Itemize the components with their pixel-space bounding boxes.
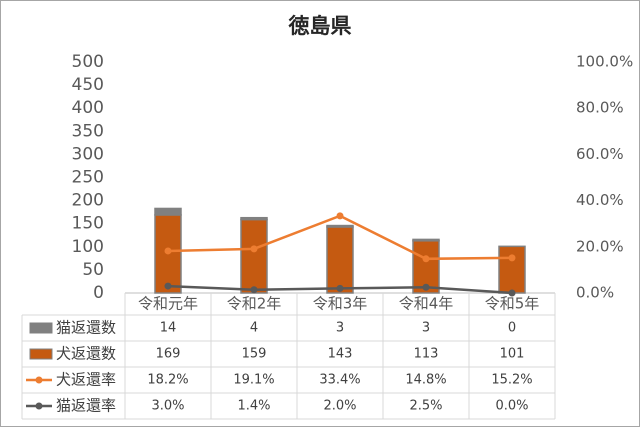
x-tick-label: 令和4年 [399,295,454,313]
table-value: 1.4% [237,399,270,414]
table-value: 3.0% [151,399,184,414]
y-tick-label: 450 [72,75,104,95]
y-tick-label: 0 [93,283,104,303]
legend-label: 犬返還率 [56,371,116,389]
x-tick-label: 令和3年 [313,295,368,313]
table-value: 19.1% [233,373,274,388]
y-tick-label: 200 [72,191,104,211]
y2-tick-label: 60.0% [576,145,624,163]
y-tick-label: 100 [72,237,104,257]
x-tick-label: 令和2年 [227,295,282,313]
bar [240,216,268,221]
line-point [336,284,344,292]
line-point [508,289,516,297]
table-value: 2.5% [409,399,442,414]
table-value: 101 [500,347,525,362]
bar [498,245,526,294]
line-point [250,286,258,294]
table-value: 169 [156,347,181,362]
line-point [336,212,344,220]
line-point [164,282,172,290]
y-tick-label: 50 [82,260,104,280]
bar [412,238,440,242]
bar [326,224,354,228]
y-tick-label: 400 [72,98,104,118]
legend-label: 犬返還数 [56,345,116,363]
legend-label: 猫返還率 [56,397,116,415]
table-value: 3 [422,321,430,336]
legend-key [29,322,53,334]
y2-tick-label: 100.0% [576,53,633,71]
table-value: 14.8% [405,373,446,388]
table-value: 0.0% [495,399,528,414]
x-tick-label: 令和元年 [138,295,198,313]
legend-key [35,402,43,410]
table-value: 2.0% [323,399,356,414]
y2-tick-label: 80.0% [576,99,624,117]
line-point [422,255,430,263]
bar [154,207,182,216]
y-tick-label: 150 [72,214,104,234]
y-tick-label: 300 [72,144,104,164]
table-value: 15.2% [491,373,532,388]
y2-tick-label: 40.0% [576,191,624,209]
table-value: 143 [328,347,353,362]
line-point [250,245,258,253]
y-tick-label: 350 [72,121,104,141]
table-value: 33.4% [319,373,360,388]
table-value: 4 [250,321,258,336]
y-tick-label: 250 [72,168,104,188]
table-value: 159 [242,347,267,362]
table-value: 14 [160,321,177,336]
y2-tick-label: 20.0% [576,237,624,255]
bar [240,218,268,294]
line-point [508,254,516,262]
table-value: 0 [508,321,516,336]
x-tick-label: 令和5年 [485,295,540,313]
table-value: 113 [414,347,439,362]
table-value: 3 [336,321,344,336]
legend-key [35,376,43,384]
y2-tick-label: 0.0% [576,284,614,302]
legend-key [29,348,53,360]
y-tick-label: 500 [72,52,104,72]
legend-label: 猫返還数 [56,319,116,337]
table-value: 18.2% [147,373,188,388]
chart-title: 徳島県 [288,14,352,38]
line-point [422,283,430,291]
line-point [164,247,172,255]
bar [326,226,354,294]
